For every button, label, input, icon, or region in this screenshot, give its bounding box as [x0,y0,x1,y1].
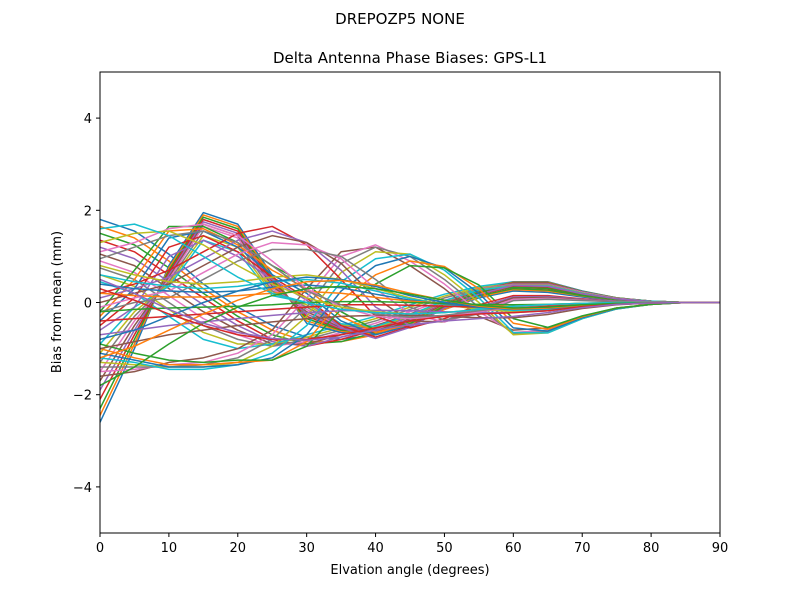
series-line-38 [100,248,720,321]
x-tick-label: 40 [367,541,384,556]
y-tick-label: 4 [84,112,92,127]
x-tick-label: 10 [161,541,178,556]
y-tick-label: 0 [84,297,92,312]
x-axis: 0 10 20 30 40 50 60 70 80 90 [96,533,728,556]
x-tick-label: 60 [505,541,522,556]
series-line-33 [100,264,720,364]
chart-title: Delta Antenna Phase Biases: GPS-L1 [273,49,547,67]
y-tick-label: −2 [73,389,92,404]
y-axis-label: Bias from mean (mm) [50,231,65,373]
x-tick-label: 20 [230,541,247,556]
x-tick-label: 80 [643,541,660,556]
x-tick-label: 90 [712,541,729,556]
x-tick-label: 0 [96,541,104,556]
x-tick-label: 50 [436,541,453,556]
series-line-32 [100,260,720,366]
x-tick-label: 70 [574,541,591,556]
y-axis: −4 −2 0 2 4 [73,112,100,496]
x-axis-label: Elvation angle (degrees) [330,563,489,578]
y-tick-label: 2 [84,204,92,219]
x-tick-label: 30 [298,541,315,556]
series-line-55 [100,278,720,342]
y-tick-label: −4 [73,481,92,496]
chart-suptitle: DREPOZP5 NONE [335,10,465,28]
series-layer [100,211,720,423]
series-line-50 [100,223,720,315]
